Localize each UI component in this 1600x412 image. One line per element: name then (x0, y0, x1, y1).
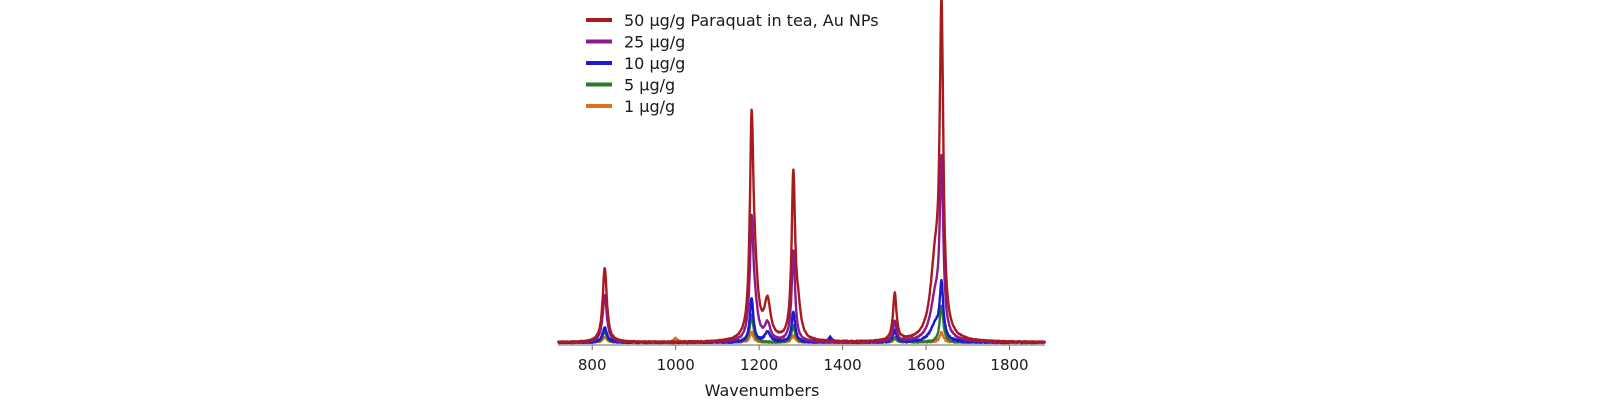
x-tick-layer: 800 1000 1200 1400 1600 1800 (578, 345, 1029, 374)
legend-label: 25 µg/g (624, 33, 685, 52)
legend-label: 1 µg/g (624, 97, 675, 116)
series-line-0 (557, 0, 1046, 344)
x-tick-label: 1600 (907, 356, 945, 374)
legend-label: 10 µg/g (624, 54, 685, 73)
x-tick-label: 1400 (824, 356, 862, 374)
x-tick-label: 1000 (657, 356, 695, 374)
legend: 50 µg/g Paraquat in tea, Au NPs 25 µg/g 10… (586, 11, 879, 116)
legend-label: 50 µg/g Paraquat in tea, Au NPs (624, 11, 879, 30)
x-tick-label: 800 (578, 356, 607, 374)
x-axis-title: Wavenumbers (705, 381, 820, 400)
legend-label: 5 µg/g (624, 76, 675, 95)
x-tick-label: 1800 (990, 356, 1028, 374)
x-tick-label: 1200 (740, 356, 778, 374)
series-layer (556, 0, 1046, 345)
